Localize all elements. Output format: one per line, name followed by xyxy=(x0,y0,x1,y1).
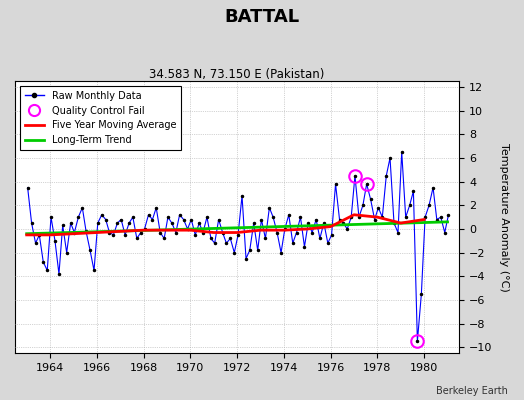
Legend: Raw Monthly Data, Quality Control Fail, Five Year Moving Average, Long-Term Tren: Raw Monthly Data, Quality Control Fail, … xyxy=(20,86,181,150)
Text: Berkeley Earth: Berkeley Earth xyxy=(436,386,508,396)
Title: 34.583 N, 73.150 E (Pakistan): 34.583 N, 73.150 E (Pakistan) xyxy=(149,68,325,81)
Y-axis label: Temperature Anomaly (°C): Temperature Anomaly (°C) xyxy=(499,143,509,292)
Text: BATTAL: BATTAL xyxy=(224,8,300,26)
